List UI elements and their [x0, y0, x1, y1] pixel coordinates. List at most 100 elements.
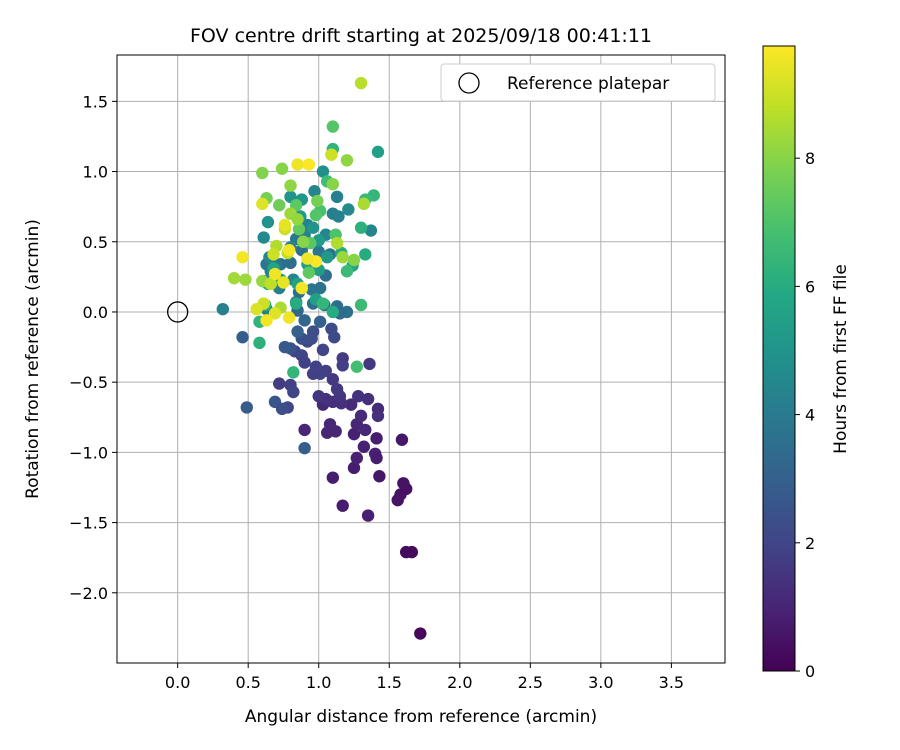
data-point — [253, 336, 266, 350]
colorbar-tick-label: 0 — [805, 662, 815, 681]
data-point — [256, 197, 269, 211]
data-point — [325, 148, 338, 161]
legend-reference-marker-icon — [458, 72, 480, 94]
data-point — [326, 120, 340, 133]
data-point — [340, 154, 354, 167]
data-point — [357, 440, 371, 453]
data-point — [309, 360, 323, 373]
data-point — [260, 314, 273, 327]
data-point — [284, 179, 297, 192]
data-point — [273, 199, 286, 212]
colorbar-gradient — [762, 45, 796, 672]
data-point — [313, 281, 327, 295]
data-point — [268, 267, 282, 281]
data-point — [298, 423, 311, 437]
data-point — [347, 253, 361, 267]
data-point — [336, 359, 349, 372]
data-point — [371, 145, 385, 159]
data-point — [275, 162, 289, 175]
data-point — [239, 273, 252, 286]
y-tick-label: 0.5 — [83, 233, 108, 252]
data-point — [264, 277, 277, 291]
data-point — [330, 382, 344, 396]
data-point — [336, 250, 349, 264]
x-tick-label: 3.0 — [588, 673, 613, 692]
data-point — [308, 185, 321, 198]
data-point — [370, 432, 383, 445]
y-tick-label: 1.0 — [83, 163, 108, 182]
data-point — [301, 252, 314, 265]
data-point — [342, 203, 355, 216]
data-point — [295, 281, 308, 295]
data-point — [287, 366, 300, 379]
data-point — [320, 250, 334, 264]
data-point — [312, 390, 325, 403]
data-point — [326, 305, 340, 319]
data-point — [282, 311, 296, 324]
reference-platepar-marker — [167, 301, 189, 323]
data-point — [273, 377, 286, 390]
data-point — [414, 627, 427, 640]
data-point — [306, 221, 320, 234]
y-tick-label: 0.0 — [83, 303, 108, 322]
data-point — [250, 302, 263, 316]
data-point — [363, 357, 376, 371]
legend-box — [440, 63, 716, 102]
data-point — [275, 402, 289, 416]
y-tick-label: 1.5 — [83, 92, 108, 111]
x-tick-label: 2.5 — [518, 673, 543, 692]
y-axis-label: Rotation from reference (arcmin) — [23, 219, 43, 499]
data-point — [332, 210, 345, 223]
data-point — [397, 477, 410, 490]
x-tick-label: 0.0 — [165, 673, 190, 692]
data-point — [316, 343, 330, 357]
data-point — [326, 177, 340, 191]
data-point — [305, 332, 318, 345]
data-point — [240, 401, 253, 414]
x-tick-label: 1.0 — [306, 673, 331, 692]
data-point — [261, 215, 275, 229]
x-tick-label: 1.5 — [377, 673, 402, 692]
data-point — [326, 373, 340, 386]
data-point — [236, 331, 249, 344]
data-point — [350, 360, 364, 373]
data-point — [357, 197, 371, 211]
data-point — [364, 224, 378, 237]
data-point — [330, 190, 344, 204]
colorbar-tick-label: 8 — [805, 149, 815, 168]
x-tick-label: 0.5 — [235, 673, 260, 692]
colorbar-tick-label: 6 — [805, 277, 815, 296]
x-tick-label: 3.5 — [659, 673, 684, 692]
plot-frame — [116, 54, 726, 664]
data-point — [354, 409, 368, 423]
data-point — [395, 433, 409, 446]
data-point — [373, 470, 386, 483]
data-point — [298, 441, 311, 455]
colorbar-tick-label: 4 — [805, 406, 815, 425]
data-point — [291, 213, 304, 226]
data-point — [216, 302, 230, 316]
data-point — [289, 297, 303, 310]
y-tick-label: −1.0 — [69, 443, 108, 462]
data-point — [316, 297, 330, 310]
data-point — [309, 208, 323, 222]
data-point — [323, 418, 337, 431]
data-point — [267, 248, 280, 261]
data-point — [277, 276, 290, 289]
y-tick-label: −0.5 — [69, 373, 108, 392]
data-point — [350, 451, 364, 465]
x-axis-ticks: 0.0 0.5 1.0 1.5 2.0 2.5 3.0 3.5 — [165, 663, 684, 692]
data-point — [282, 243, 296, 257]
x-axis-label: Angular distance from reference (arcmin) — [245, 707, 597, 727]
data-point — [316, 165, 330, 178]
grid-lines — [117, 55, 725, 663]
colorbar: 0 2 4 6 8 Hours from first FF file — [762, 45, 851, 681]
data-point — [354, 221, 368, 234]
data-point — [370, 451, 383, 465]
data-point — [405, 545, 419, 559]
data-point — [340, 265, 354, 278]
x-tick-label: 2.0 — [447, 673, 472, 692]
data-point — [291, 158, 304, 171]
data-point — [256, 166, 269, 180]
data-point — [359, 423, 372, 437]
